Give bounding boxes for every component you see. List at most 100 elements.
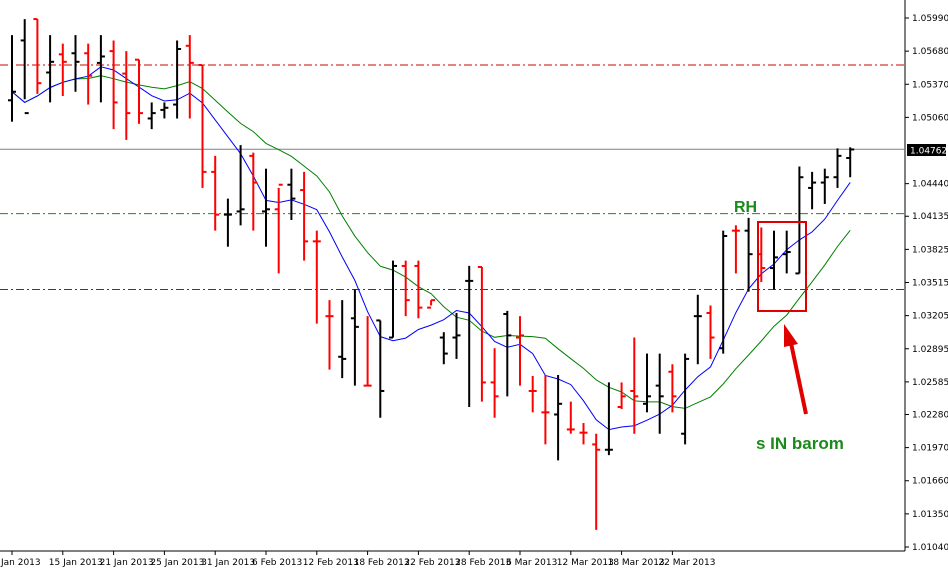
ohlc-bar — [516, 316, 524, 386]
y-tick-label: 1.05680 — [912, 47, 948, 57]
ohlc-bar — [490, 348, 499, 418]
x-tick-label: 21 Jan 2013 — [100, 558, 154, 568]
ohlc-bar — [477, 266, 486, 402]
ohlc-bar — [389, 260, 397, 339]
y-tick-label: 1.04440 — [912, 180, 948, 190]
ohlc-bar — [820, 168, 829, 204]
ohlc-bar — [706, 305, 715, 359]
ohlc-bar — [274, 183, 283, 274]
ohlc-bar — [503, 310, 512, 397]
ohlc-bar — [236, 145, 245, 226]
ohlc-bar — [20, 19, 29, 115]
inside-bar-box — [757, 221, 807, 312]
ohlc-bar — [8, 35, 16, 122]
ohlc-bar — [439, 332, 448, 365]
x-tick-label: 22 Feb 2013 — [404, 558, 460, 568]
ohlc-bar — [808, 171, 817, 210]
ohlc-bar — [427, 299, 436, 309]
price-axis: 1.05990 1.05680 1.05370 1.05060 1.04440 1.041… — [905, 14, 948, 553]
y-tick-label: 1.05990 — [912, 14, 948, 24]
ohlc-bar — [325, 300, 334, 370]
ohlc-bar — [795, 166, 804, 275]
ohlc-bar — [770, 230, 778, 290]
rh-label: RH — [734, 199, 757, 216]
ohlc-bar — [147, 102, 156, 130]
ohlc-bar — [46, 35, 55, 103]
ohlc-bar — [630, 337, 639, 434]
ohlc-bar — [592, 433, 601, 530]
ohlc-bar — [655, 353, 664, 434]
ohlc-bar — [414, 260, 423, 319]
ohlc-bar — [579, 423, 588, 445]
y-tick-label: 1.03515 — [912, 279, 948, 289]
ohlc-bar — [617, 382, 626, 410]
ohlc-bar — [782, 230, 791, 274]
ohlc-bar — [173, 40, 182, 119]
ohlc-bar — [833, 148, 842, 188]
plot-background — [0, 0, 905, 551]
y-tick-label: 1.02895 — [912, 345, 948, 355]
ohlc-bar — [681, 353, 690, 445]
ohlc-bar — [249, 152, 258, 231]
ohlc-bar — [363, 316, 372, 387]
price-bars — [8, 18, 855, 530]
y-tick-label: 1.04135 — [912, 212, 948, 222]
ma-fast-line — [11, 66, 851, 431]
ohlc-bar — [668, 364, 677, 413]
ohlc-bar — [401, 260, 410, 317]
y-tick-label: 1.02585 — [912, 378, 948, 388]
horizontal-levels — [0, 64, 905, 290]
y-tick-label: 1.03205 — [912, 312, 948, 322]
x-tick-label: 12 Feb 2013 — [303, 558, 359, 568]
current-price-tag: 1.04762 — [907, 144, 947, 157]
ma-slow-line — [11, 75, 851, 409]
ohlc-bar — [198, 64, 207, 188]
y-tick-label: 1.05370 — [912, 80, 948, 90]
ohlc-bar — [185, 35, 194, 119]
x-tick-label: 6 Feb 2013 — [252, 558, 302, 568]
ohlc-bar — [58, 43, 67, 97]
ohlc-bar — [287, 168, 296, 220]
x-tick-label: 28 Feb 2013 — [455, 558, 511, 568]
ohlc-bar — [135, 58, 143, 124]
ohlc-bar — [96, 35, 105, 103]
ohlc-bar — [566, 401, 575, 434]
ohlc-bar — [528, 376, 537, 413]
ohlc-bar — [160, 102, 169, 119]
red-arrow — [784, 324, 808, 415]
x-tick-label: 18 Mar 2013 — [608, 558, 665, 568]
x-tick-label: 6 Mar 2013 — [506, 558, 557, 568]
x-tick-label: Jan 2013 — [0, 558, 41, 568]
ohlc-bar — [731, 225, 740, 274]
ohlc-bar — [262, 168, 270, 247]
ohlc-bar — [465, 265, 474, 408]
x-tick-label: 31 Jan 2013 — [201, 558, 255, 568]
ohlc-bar — [211, 155, 220, 231]
x-tick-label: 22 Mar 2013 — [658, 558, 715, 568]
x-tick-label: 25 Jan 2013 — [150, 558, 204, 568]
y-tick-label: 1.05060 — [912, 113, 948, 123]
ohlc-bar — [846, 147, 855, 178]
ohlc-bar — [33, 18, 42, 94]
annotations: RH s IN barom — [734, 199, 844, 453]
ohlc-bar — [541, 374, 550, 445]
ohlc-bar — [71, 35, 80, 92]
y-tick-label: 1.01660 — [912, 477, 948, 487]
ohlc-bar — [350, 289, 359, 386]
ohlc-bar — [452, 312, 461, 359]
ohlc-bar — [376, 319, 385, 418]
x-tick-label: 18 Feb 2013 — [354, 558, 410, 568]
ohlc-bar — [109, 40, 118, 130]
ohlc-bar — [719, 230, 728, 354]
x-tick-label: 15 Jan 2013 — [49, 558, 103, 568]
slow-moving-average — [11, 75, 851, 409]
inside-bar-label: s IN barom — [756, 434, 844, 453]
ohlc-bar — [693, 294, 702, 365]
ohlc-bar — [223, 198, 232, 247]
x-tick-label: 12 Mar 2013 — [557, 558, 614, 568]
fast-moving-average — [11, 66, 851, 431]
ohlc-bar — [643, 353, 651, 413]
y-tick-label: 1.01970 — [912, 444, 948, 454]
